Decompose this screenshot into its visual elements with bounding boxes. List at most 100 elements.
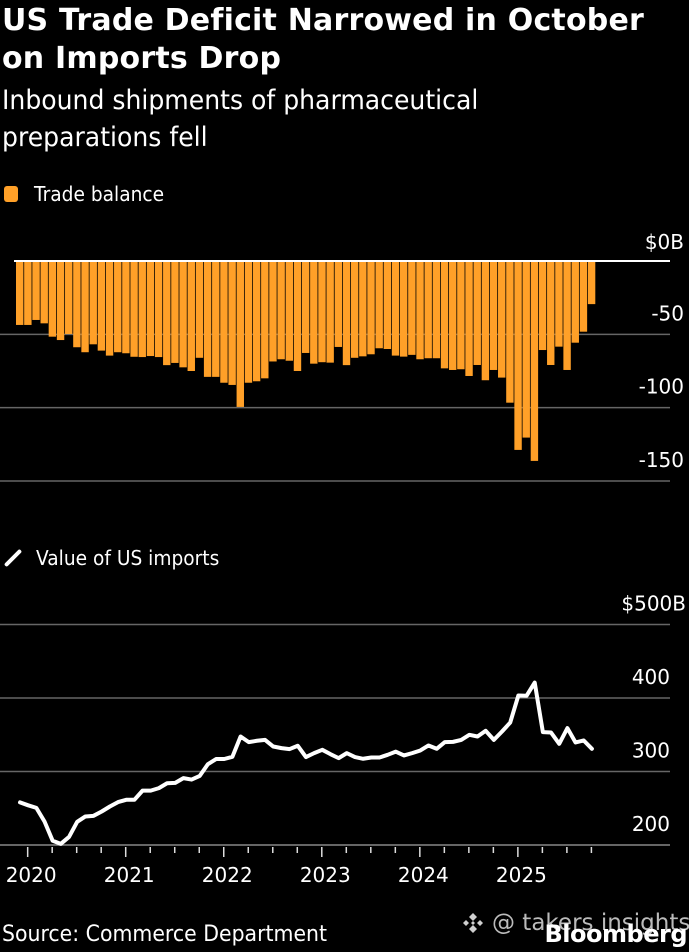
legend-imports: Value of US imports [4,545,233,571]
bar [228,261,236,385]
bar [514,261,522,450]
bar [555,261,563,347]
brand-logo: Bloomberg [544,920,688,948]
bar [498,261,506,378]
bar [342,261,351,366]
bar [367,261,375,355]
bar [130,261,138,357]
bar [285,261,294,361]
y-tick-label: -150 [639,448,684,472]
imports-line [18,680,594,846]
bar [359,261,367,357]
bar [587,261,596,305]
y-tick-label: $0B [645,230,684,254]
x-tick-label: 2023 [300,863,351,887]
bar [16,261,24,325]
y-tick-label: -50 [651,301,684,325]
bar [432,261,441,359]
bar [538,261,547,351]
diamond-logo-icon [463,913,483,933]
bar [48,261,57,337]
bar [489,261,498,370]
bar [212,261,220,377]
bar [252,261,261,382]
bar [563,261,571,370]
legend-label: Trade balance [34,182,165,206]
bar [244,261,253,383]
bar [310,261,318,364]
bar [408,261,416,355]
bar [350,261,359,358]
bar [24,261,32,325]
bar [293,261,302,371]
bar [571,261,579,343]
bar [154,261,163,358]
bar [301,261,310,353]
bar [318,261,326,363]
bar-panel: $0B -50 -100 -150 [0,230,684,482]
y-tick-label: -100 [639,375,684,399]
bar [440,261,449,369]
bar [481,261,490,381]
bar [473,261,481,365]
y-tick-label: 400 [632,665,670,689]
bar [32,261,40,320]
line-panel: $500B 400 300 200 [0,592,686,846]
bar [449,261,457,370]
bar [81,261,89,353]
bar [40,261,48,324]
bar [457,261,465,370]
bar [277,261,285,360]
y-tick-label: 300 [632,739,670,763]
bar [334,261,343,347]
x-tick-label: 2024 [398,863,449,887]
bar [269,261,277,362]
bar [261,261,269,379]
x-tick-label: 2021 [104,863,155,887]
x-tick-label: 2020 [6,863,57,887]
bar [547,261,555,365]
bar [171,261,179,363]
bar [383,261,392,349]
bar [465,261,473,376]
bar [179,261,187,368]
bar [65,261,73,335]
bar [195,261,204,358]
bar [97,261,106,351]
chart-subtitle: Inbound shipments of pharmaceutical prep… [2,85,479,153]
legend-swatch-bar-icon [4,186,18,202]
bar [326,261,334,363]
bar [236,261,244,407]
bar [424,261,432,359]
y-tick-label: $500B [621,592,686,616]
x-tick-label: 2022 [202,863,253,887]
bar [146,261,155,357]
watermark-text: @ takers insights [492,910,689,936]
bar [220,261,228,383]
bar [138,261,146,358]
bar [122,261,130,354]
bar [114,261,122,353]
x-axis: 2020 2021 2022 2023 2024 2025 [6,847,593,887]
bar [399,261,408,357]
bar [105,261,114,356]
bar [89,261,97,345]
bar [187,261,195,371]
bar [579,261,588,332]
source-note: Source: Commerce Department [2,922,328,947]
y-tick-label: 200 [632,812,670,836]
bar [530,261,539,461]
legend-label: Value of US imports [36,546,220,570]
bar [56,261,65,341]
chart-title: US Trade Deficit Narrowed in October on … [2,3,644,76]
bar [203,261,212,377]
bar [391,261,400,356]
x-tick-label: 2025 [496,863,547,887]
legend-trade-balance: Trade balance [4,181,174,207]
bar [416,261,424,360]
bar [375,261,383,349]
watermark: @ takers insights [462,910,689,936]
bar [522,261,530,438]
bar [506,261,514,403]
